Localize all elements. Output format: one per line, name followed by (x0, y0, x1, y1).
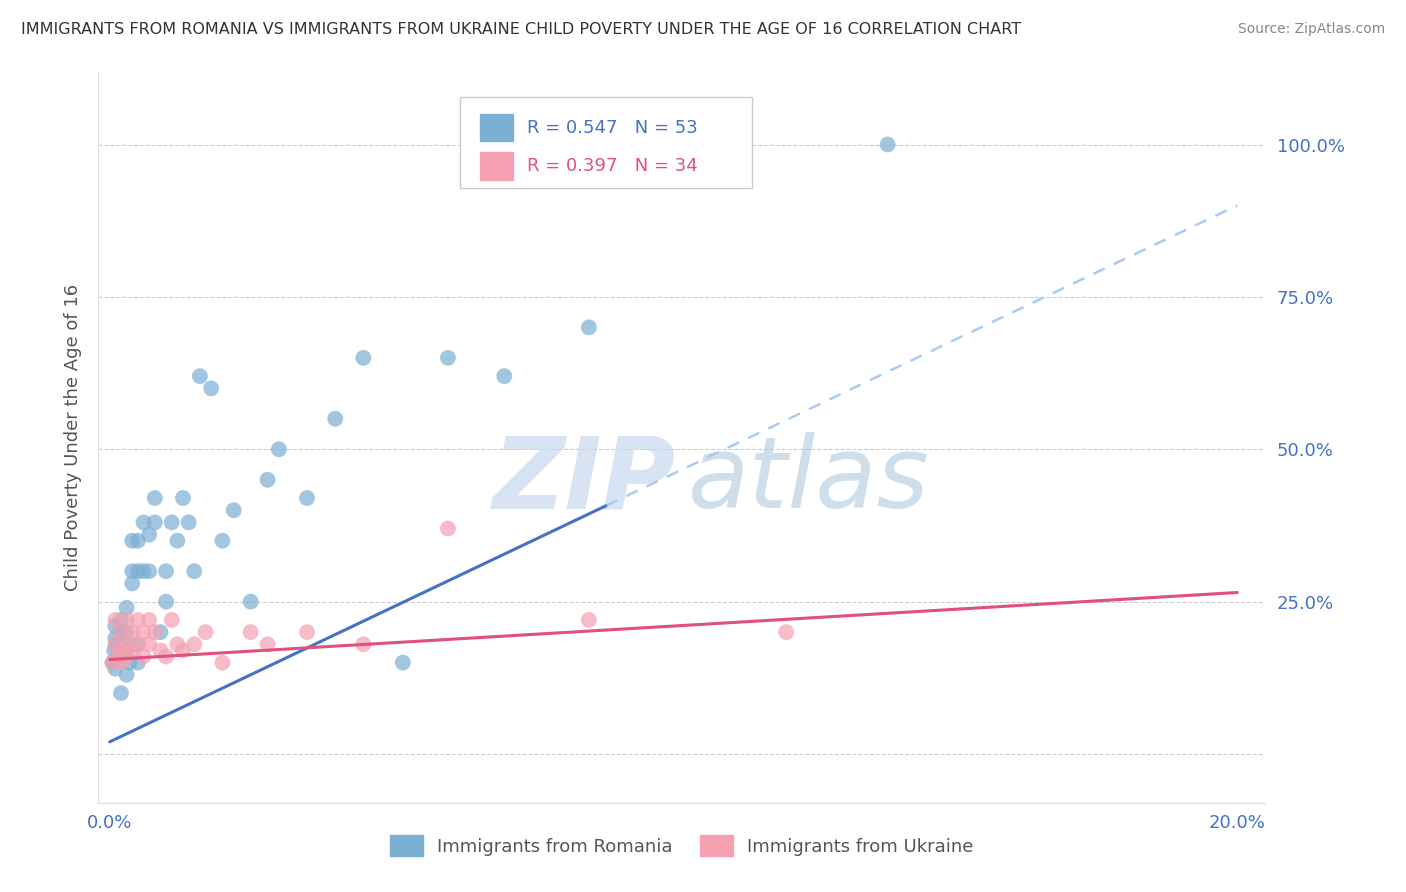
Point (127, 637, 149, 651)
Point (239, 594, 262, 608)
Bar (479, 113, 513, 142)
Point (138, 527, 160, 541)
Point (166, 637, 188, 651)
Point (160, 613, 183, 627)
Point (103, 643, 125, 657)
Point (107, 649, 129, 664)
Point (200, 381, 222, 395)
Bar (479, 153, 513, 180)
Point (143, 491, 166, 505)
Text: R = 0.547   N = 53: R = 0.547 N = 53 (527, 119, 697, 136)
Point (155, 594, 177, 608)
Text: atlas: atlas (688, 433, 929, 530)
Point (121, 625, 143, 640)
Point (149, 643, 172, 657)
Point (323, 412, 346, 426)
Point (256, 637, 278, 651)
Point (127, 613, 149, 627)
Point (352, 351, 374, 365)
Point (155, 564, 177, 578)
Point (138, 613, 160, 627)
Point (110, 686, 132, 700)
FancyBboxPatch shape (460, 97, 752, 188)
Point (256, 473, 278, 487)
Point (132, 649, 155, 664)
Point (127, 564, 149, 578)
Point (104, 619, 127, 633)
Point (149, 625, 172, 640)
Point (107, 649, 129, 664)
Point (132, 564, 155, 578)
Legend: Immigrants from Romania, Immigrants from Ukraine: Immigrants from Romania, Immigrants from… (384, 828, 980, 863)
Point (172, 643, 194, 657)
Point (121, 576, 143, 591)
Point (392, 656, 415, 670)
Point (143, 516, 166, 530)
Point (118, 656, 141, 670)
Point (105, 637, 128, 651)
Point (211, 656, 233, 670)
Point (132, 516, 155, 530)
Point (494, 369, 516, 384)
Point (578, 320, 600, 334)
Point (172, 491, 194, 505)
Point (267, 442, 290, 457)
Point (115, 625, 138, 640)
Point (101, 656, 124, 670)
Point (295, 491, 318, 505)
Point (295, 625, 318, 640)
Point (138, 564, 160, 578)
Point (222, 503, 245, 517)
Point (183, 564, 205, 578)
Point (112, 637, 135, 651)
Point (775, 625, 797, 640)
Point (115, 649, 138, 664)
Point (352, 637, 374, 651)
Point (121, 564, 143, 578)
Point (110, 656, 132, 670)
Y-axis label: Child Poverty Under the Age of 16: Child Poverty Under the Age of 16 (63, 284, 82, 591)
Point (115, 667, 138, 681)
Point (104, 613, 127, 627)
Point (194, 625, 217, 640)
Point (104, 632, 127, 646)
Point (578, 613, 600, 627)
Point (110, 625, 132, 640)
Point (437, 521, 460, 535)
Point (104, 637, 127, 651)
Point (183, 637, 205, 651)
Point (143, 625, 166, 640)
Point (110, 613, 132, 627)
Point (160, 516, 183, 530)
Point (127, 637, 149, 651)
Point (121, 643, 143, 657)
Point (104, 662, 127, 676)
Point (115, 643, 138, 657)
Text: Source: ZipAtlas.com: Source: ZipAtlas.com (1237, 22, 1385, 37)
Point (132, 625, 155, 640)
Point (211, 533, 233, 548)
Point (188, 369, 211, 384)
Point (155, 649, 177, 664)
Point (101, 656, 124, 670)
Text: IMMIGRANTS FROM ROMANIA VS IMMIGRANTS FROM UKRAINE CHILD POVERTY UNDER THE AGE O: IMMIGRANTS FROM ROMANIA VS IMMIGRANTS FR… (21, 22, 1021, 37)
Point (110, 625, 132, 640)
Text: R = 0.397   N = 34: R = 0.397 N = 34 (527, 157, 697, 175)
Point (110, 643, 132, 657)
Point (115, 637, 138, 651)
Point (177, 516, 200, 530)
Point (127, 533, 149, 548)
Point (876, 137, 898, 152)
Point (115, 613, 138, 627)
Point (121, 533, 143, 548)
Point (110, 643, 132, 657)
Point (166, 533, 188, 548)
Point (115, 600, 138, 615)
Point (239, 625, 262, 640)
Text: ZIP: ZIP (494, 433, 676, 530)
Point (138, 637, 160, 651)
Point (437, 351, 460, 365)
Point (127, 656, 149, 670)
